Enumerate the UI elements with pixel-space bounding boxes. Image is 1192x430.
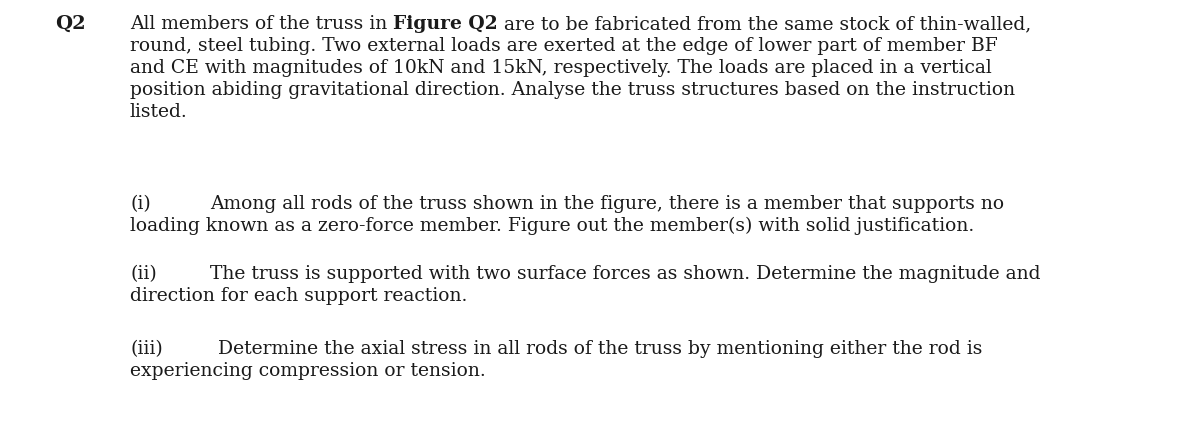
Text: (i): (i) [130, 195, 150, 213]
Text: The truss is supported with two surface forces as shown. Determine the magnitude: The truss is supported with two surface … [210, 265, 1041, 283]
Text: (iii): (iii) [130, 340, 163, 358]
Text: round, steel tubing. Two external loads are exerted at the edge of lower part of: round, steel tubing. Two external loads … [130, 37, 998, 55]
Text: experiencing compression or tension.: experiencing compression or tension. [130, 362, 486, 380]
Text: loading known as a zero-force member. Figure out the member(s) with solid justif: loading known as a zero-force member. Fi… [130, 217, 974, 235]
Text: Determine the axial stress in all rods of the truss by mentioning either the rod: Determine the axial stress in all rods o… [218, 340, 982, 358]
Text: (ii): (ii) [130, 265, 157, 283]
Text: direction for each support reaction.: direction for each support reaction. [130, 287, 467, 305]
Text: are to be fabricated from the same stock of thin-walled,: are to be fabricated from the same stock… [498, 15, 1031, 33]
Text: All members of the truss in: All members of the truss in [130, 15, 393, 33]
Text: Q2: Q2 [55, 15, 86, 33]
Text: position abiding gravitational direction. Analyse the truss structures based on : position abiding gravitational direction… [130, 81, 1016, 99]
Text: listed.: listed. [130, 103, 188, 121]
Text: Figure Q2: Figure Q2 [393, 15, 498, 33]
Text: Among all rods of the truss shown in the figure, there is a member that supports: Among all rods of the truss shown in the… [210, 195, 1004, 213]
Text: and CE with magnitudes of 10kN and 15kN, respectively. The loads are placed in a: and CE with magnitudes of 10kN and 15kN,… [130, 59, 992, 77]
